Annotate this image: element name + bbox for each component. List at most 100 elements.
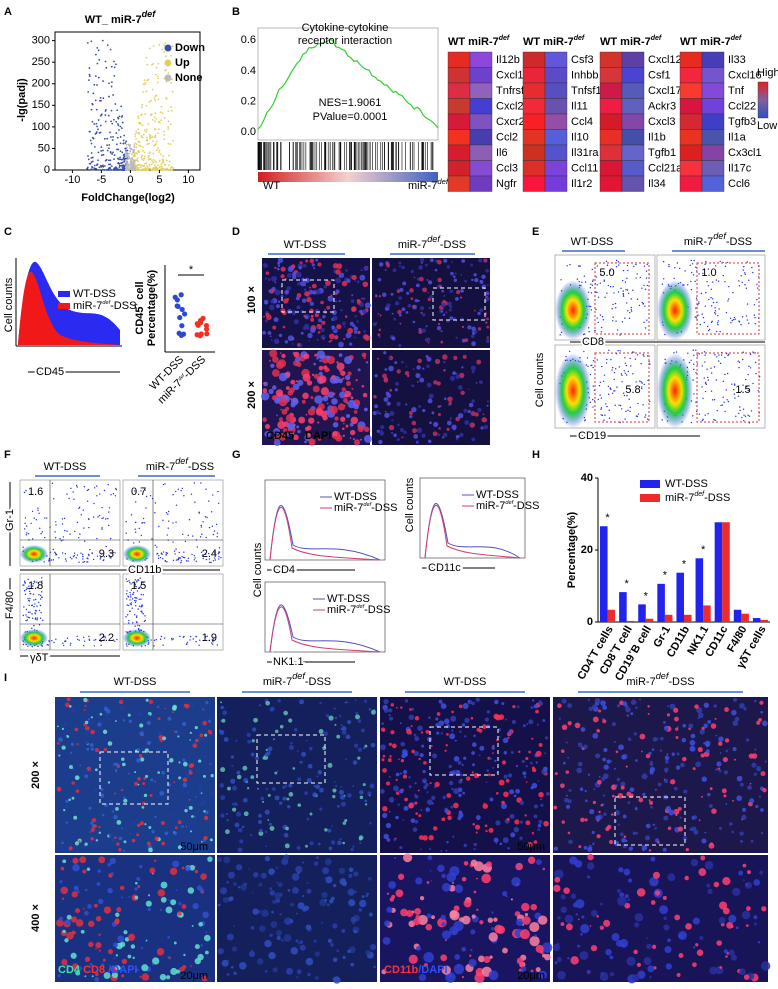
scatter-texture bbox=[163, 44, 165, 46]
flow-texture bbox=[217, 644, 218, 645]
micrograph-texture bbox=[709, 843, 715, 849]
micrograph-texture bbox=[471, 279, 474, 282]
flow-texture bbox=[167, 534, 168, 535]
scatter-texture bbox=[102, 164, 104, 166]
flow-texture bbox=[592, 399, 593, 400]
label: 1.6 bbox=[28, 486, 43, 498]
micrograph-texture bbox=[419, 277, 424, 282]
flow-texture bbox=[174, 550, 175, 551]
scatter-texture bbox=[91, 143, 93, 145]
micrograph-texture bbox=[389, 411, 394, 416]
micrograph-texture bbox=[231, 765, 233, 767]
micrograph-texture bbox=[263, 263, 268, 268]
micrograph-texture bbox=[333, 422, 339, 428]
label: FoldChange(log2) bbox=[81, 192, 175, 204]
micrograph-texture bbox=[309, 309, 314, 314]
micrograph-texture bbox=[650, 767, 655, 772]
micrograph-texture bbox=[229, 896, 233, 900]
micrograph-texture bbox=[232, 786, 237, 791]
scatter-texture bbox=[94, 165, 96, 167]
micrograph-texture bbox=[317, 421, 319, 423]
micrograph-texture bbox=[449, 733, 455, 739]
scatter-texture bbox=[121, 159, 123, 161]
micrograph-texture bbox=[135, 882, 138, 885]
scatter-texture bbox=[156, 141, 158, 143]
micrograph-texture bbox=[284, 934, 292, 942]
flow-texture bbox=[734, 317, 735, 318]
label: 200 bbox=[32, 78, 50, 90]
flow-texture bbox=[39, 610, 40, 611]
micrograph-texture bbox=[420, 849, 422, 851]
micrograph-texture bbox=[683, 790, 687, 794]
flow-texture bbox=[560, 279, 561, 280]
micrograph-texture bbox=[471, 702, 475, 706]
micrograph-texture bbox=[369, 912, 373, 916]
label: 0.6 bbox=[241, 34, 256, 46]
micrograph-texture bbox=[350, 423, 354, 427]
flow-texture bbox=[708, 330, 709, 331]
micrograph-texture bbox=[64, 732, 66, 734]
micrograph-texture bbox=[177, 911, 182, 916]
flow-texture bbox=[627, 270, 628, 271]
micrograph-texture bbox=[233, 925, 235, 927]
flow-texture bbox=[51, 640, 52, 641]
micrograph-texture bbox=[446, 724, 450, 728]
micrograph-texture bbox=[454, 279, 457, 282]
micrograph-texture bbox=[243, 798, 248, 803]
dot-texture bbox=[179, 292, 184, 297]
micrograph-texture bbox=[218, 948, 224, 954]
micrograph-texture bbox=[450, 806, 453, 809]
flow-texture bbox=[197, 546, 198, 547]
micrograph-texture bbox=[114, 957, 116, 959]
micrograph-texture bbox=[422, 367, 424, 369]
micrograph-texture bbox=[435, 359, 440, 364]
flow-texture bbox=[185, 541, 186, 542]
label: 1.5 bbox=[131, 580, 146, 592]
flow-texture bbox=[82, 558, 83, 559]
flow-texture bbox=[130, 603, 131, 604]
scatter-texture bbox=[170, 82, 172, 84]
label: 2.2 bbox=[99, 632, 114, 644]
flow-texture bbox=[751, 410, 752, 411]
flow-texture bbox=[214, 530, 215, 531]
micrograph-texture bbox=[499, 780, 505, 786]
flow-texture bbox=[612, 286, 613, 287]
flow-texture bbox=[141, 612, 142, 613]
scatter-texture bbox=[143, 134, 145, 136]
heat-cell bbox=[680, 99, 702, 115]
micrograph-texture bbox=[624, 836, 627, 839]
micrograph-texture bbox=[675, 728, 678, 731]
micrograph-texture bbox=[80, 764, 82, 766]
scatter-texture bbox=[120, 126, 122, 128]
flow-texture bbox=[82, 562, 83, 563]
flow-texture bbox=[646, 264, 647, 265]
micrograph-texture bbox=[464, 844, 467, 847]
micrograph-texture bbox=[691, 734, 696, 739]
flow-texture bbox=[726, 312, 727, 313]
micrograph-texture bbox=[628, 738, 631, 741]
micrograph-texture bbox=[476, 360, 481, 365]
micrograph-texture bbox=[369, 708, 371, 710]
micrograph-texture bbox=[280, 409, 282, 411]
flow-texture bbox=[153, 645, 154, 646]
flow-texture bbox=[194, 502, 195, 503]
flow-texture bbox=[164, 483, 165, 484]
micrograph-texture bbox=[760, 808, 764, 812]
scatter-texture bbox=[163, 134, 165, 136]
micrograph-texture bbox=[270, 364, 274, 368]
flow-texture bbox=[711, 289, 712, 290]
micrograph-texture bbox=[287, 805, 290, 808]
micrograph-texture bbox=[421, 434, 425, 438]
micrograph-texture bbox=[342, 322, 346, 326]
micrograph-texture bbox=[413, 368, 415, 370]
flow-texture bbox=[612, 393, 613, 394]
flow-texture bbox=[755, 323, 756, 324]
micrograph-texture bbox=[472, 742, 477, 747]
micrograph-texture bbox=[347, 328, 353, 334]
flow-texture bbox=[596, 276, 597, 277]
flow-texture bbox=[168, 527, 169, 528]
micrograph-texture bbox=[611, 813, 613, 815]
flow-texture bbox=[180, 490, 181, 491]
micrograph-texture bbox=[576, 768, 582, 774]
label: miR-7def-DSS bbox=[146, 456, 214, 473]
